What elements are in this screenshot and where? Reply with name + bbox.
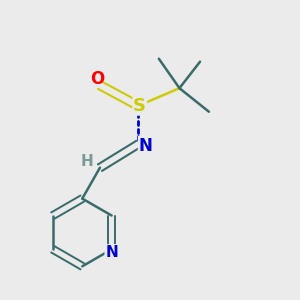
Text: N: N: [139, 136, 152, 154]
Text: H: H: [80, 154, 93, 169]
Text: O: O: [90, 70, 104, 88]
Text: N: N: [105, 245, 118, 260]
Text: S: S: [133, 97, 146, 115]
